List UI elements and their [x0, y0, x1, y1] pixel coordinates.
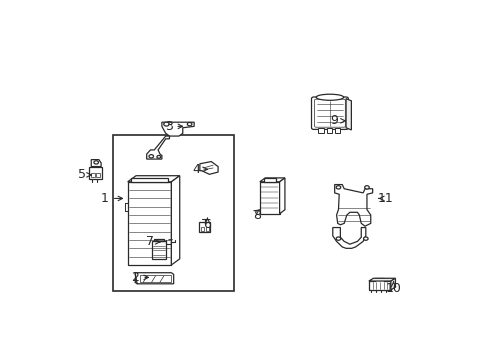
Bar — [318, 128, 324, 133]
Polygon shape — [172, 176, 180, 265]
Polygon shape — [391, 278, 395, 290]
Ellipse shape — [316, 94, 343, 100]
Polygon shape — [162, 122, 194, 136]
Bar — [327, 128, 332, 133]
Text: 6: 6 — [203, 218, 211, 231]
Circle shape — [364, 237, 368, 240]
Text: 9: 9 — [331, 114, 339, 127]
Polygon shape — [346, 99, 351, 130]
Bar — [96, 174, 100, 177]
Bar — [113, 135, 234, 291]
Circle shape — [94, 161, 98, 164]
Polygon shape — [200, 162, 218, 174]
Polygon shape — [369, 278, 395, 281]
Text: 1: 1 — [101, 192, 109, 205]
Polygon shape — [91, 159, 101, 167]
Polygon shape — [335, 185, 372, 226]
Polygon shape — [280, 178, 285, 214]
Text: 5: 5 — [78, 168, 86, 181]
Polygon shape — [260, 178, 285, 182]
Text: 11: 11 — [378, 192, 394, 205]
FancyBboxPatch shape — [312, 97, 348, 129]
Circle shape — [157, 156, 161, 158]
Circle shape — [336, 237, 341, 240]
FancyBboxPatch shape — [315, 99, 345, 127]
Text: 3: 3 — [166, 120, 173, 133]
Circle shape — [149, 155, 153, 158]
Bar — [91, 174, 95, 177]
Text: 8: 8 — [253, 208, 261, 221]
Polygon shape — [369, 278, 391, 290]
Bar — [131, 178, 169, 182]
Bar — [264, 179, 276, 182]
Bar — [152, 242, 166, 260]
Circle shape — [365, 186, 369, 189]
Circle shape — [336, 186, 341, 189]
Bar — [199, 222, 210, 232]
Bar — [201, 227, 204, 231]
Text: 4: 4 — [192, 163, 200, 176]
Bar — [154, 239, 164, 242]
Bar — [128, 182, 172, 265]
Text: 10: 10 — [386, 282, 401, 295]
Bar — [260, 182, 280, 214]
Polygon shape — [333, 228, 366, 248]
Polygon shape — [135, 273, 173, 284]
Polygon shape — [147, 136, 170, 159]
Text: 2: 2 — [131, 271, 139, 284]
Polygon shape — [128, 176, 180, 182]
Text: 7: 7 — [147, 235, 154, 248]
Bar — [89, 167, 101, 179]
Bar — [140, 275, 171, 282]
Circle shape — [187, 122, 192, 126]
Bar — [335, 128, 341, 133]
Bar — [206, 227, 209, 231]
Circle shape — [164, 122, 169, 126]
